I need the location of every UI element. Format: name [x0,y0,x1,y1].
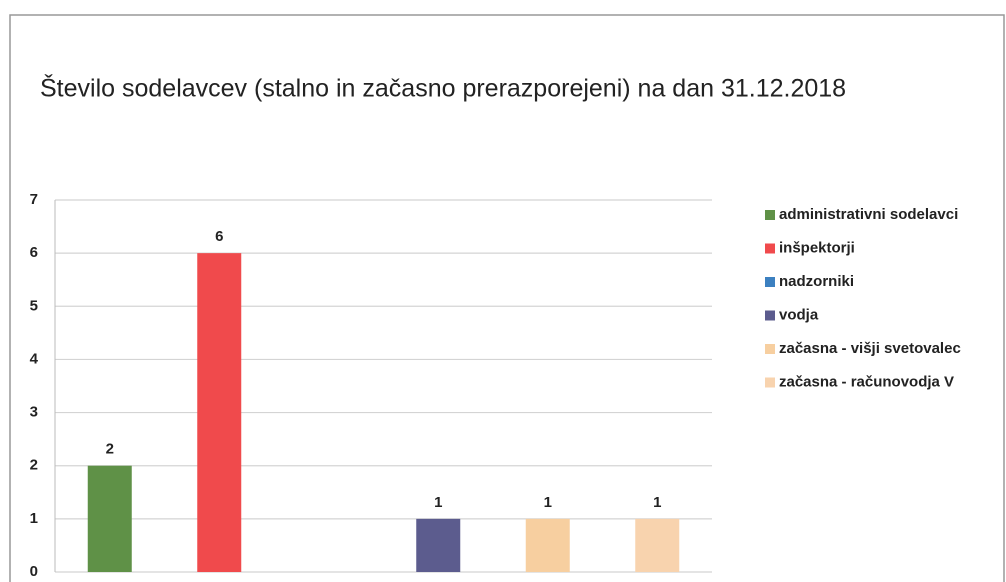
legend-swatch [765,210,775,220]
legend-label: inšpektorji [779,239,855,256]
bar [197,253,242,572]
legend-swatch [765,277,775,287]
y-tick-label: 1 [30,510,38,527]
bar [525,518,570,572]
legend-swatch [765,310,775,321]
legend-swatch [765,243,775,254]
legend-label: začasna - računovodja V [779,373,954,390]
legend-label: administrativni sodelavci [779,206,958,223]
legend-label: začasna - višji svetovalec [779,340,961,357]
y-tick-label: 4 [30,350,39,367]
data-label: 1 [653,494,661,511]
legend-swatch [765,377,775,388]
y-tick-label: 3 [30,404,38,421]
data-label: 1 [544,494,552,511]
bar [87,465,132,572]
data-label: 6 [215,228,223,245]
y-tick-label: 5 [30,297,38,314]
y-tick-label: 0 [30,563,38,580]
legend-label: vodja [779,306,819,323]
legend-swatch [765,344,775,354]
y-tick-label: 6 [30,244,38,261]
y-tick-label: 7 [30,191,38,208]
chart-title: Število sodelavcev (stalno in začasno pr… [40,74,846,103]
data-label: 1 [434,494,442,511]
legend-label: nadzorniki [779,273,854,290]
y-tick-label: 2 [30,457,38,474]
chart-frame [9,14,1005,582]
data-label: 2 [106,441,114,458]
bar [635,518,680,572]
bar [416,518,461,572]
